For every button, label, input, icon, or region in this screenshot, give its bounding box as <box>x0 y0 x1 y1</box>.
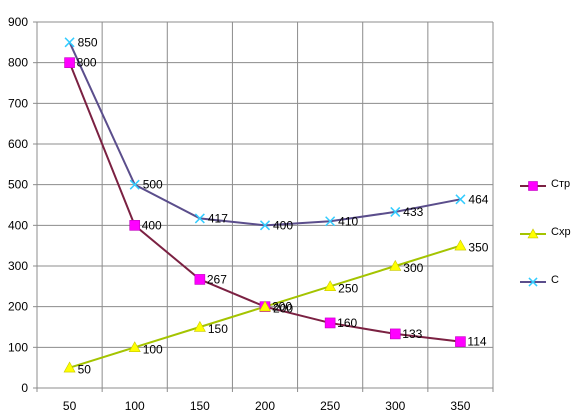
x-tick-label: 300 <box>385 399 405 413</box>
x-marker-stroke <box>129 179 140 190</box>
x-marker-stroke <box>390 206 401 217</box>
data-point <box>455 336 466 347</box>
data-label: 800 <box>77 56 97 70</box>
data-point <box>129 179 140 190</box>
data-label: 100 <box>143 342 163 356</box>
x-marker-stroke <box>259 220 271 231</box>
data-point <box>194 274 206 285</box>
x-tick-label: 200 <box>255 399 275 413</box>
grid-lines <box>37 21 494 388</box>
y-tick-label: 800 <box>8 56 28 70</box>
legend-swatch-0 <box>520 181 546 191</box>
series-line-2 <box>68 41 461 227</box>
data-point <box>390 206 401 217</box>
legend-marker <box>527 228 539 239</box>
x-marker-stroke <box>194 213 205 224</box>
data-label: 410 <box>338 214 358 228</box>
x-tick-label: 50 <box>63 399 77 413</box>
data-label: 200 <box>273 302 293 316</box>
x-tick-label: 100 <box>125 399 145 413</box>
x-tick-label: 250 <box>320 399 340 413</box>
data-point <box>324 280 337 292</box>
y-tick-label: 100 <box>8 340 28 354</box>
data-point <box>194 213 205 224</box>
data-point <box>325 216 336 227</box>
y-tick-label: 900 <box>8 15 28 29</box>
y-tick-label: 500 <box>8 178 28 192</box>
data-label: 350 <box>468 241 488 255</box>
legend-item-1: Схр <box>520 224 580 246</box>
data-label: 114 <box>467 335 486 349</box>
data-label: 400 <box>273 218 293 232</box>
data-label: 267 <box>207 272 227 286</box>
data-label: 433 <box>403 205 423 219</box>
data-point <box>389 259 402 271</box>
legend-item-2: С <box>520 272 580 294</box>
data-label: 400 <box>142 218 162 232</box>
legend-swatch-1 <box>520 228 546 239</box>
series-markers <box>63 37 467 373</box>
series-lines <box>68 41 461 369</box>
y-tick-label: 400 <box>8 218 28 232</box>
data-point <box>128 341 141 353</box>
axes <box>33 21 494 392</box>
data-label: 200 <box>272 300 292 314</box>
data-point <box>454 239 467 251</box>
x-marker-stroke <box>325 216 336 227</box>
data-label: 850 <box>78 35 98 49</box>
data-labels: 8004002672001601331145010015020025030035… <box>77 35 489 376</box>
y-tick-label: 0 <box>21 381 28 395</box>
legend-marker <box>528 277 538 287</box>
data-label: 417 <box>208 211 228 225</box>
data-label: 464 <box>468 192 488 206</box>
data-label: 160 <box>337 316 357 330</box>
x-tick-label: 350 <box>450 399 470 413</box>
data-point <box>64 57 75 68</box>
tick-labels: 0 100 200 300 400 500 600 700 800 900 50 100 150 200 2… <box>8 15 471 413</box>
series-line-0 <box>68 62 461 343</box>
data-point <box>193 320 206 332</box>
x-marker-stroke <box>528 277 538 287</box>
data-point <box>129 220 141 231</box>
y-tick-label: 300 <box>8 259 28 273</box>
data-label: 50 <box>78 363 92 377</box>
data-point <box>64 37 75 48</box>
data-point <box>389 328 401 340</box>
data-point <box>455 194 466 205</box>
x-marker-stroke <box>64 37 75 48</box>
legend-label-1: Схр <box>551 226 571 238</box>
data-point <box>324 317 336 329</box>
legend-item-0: Стр <box>520 176 580 198</box>
legend-label-2: С <box>551 274 559 286</box>
data-point <box>258 300 272 312</box>
data-label: 500 <box>143 178 163 192</box>
legend: Стр Схр С <box>520 176 580 294</box>
data-point <box>63 361 76 373</box>
x-tick-label: 150 <box>190 399 210 413</box>
data-point <box>259 220 271 231</box>
y-tick-label: 600 <box>8 137 28 151</box>
x-marker-stroke <box>455 194 466 205</box>
data-label: 250 <box>338 281 358 295</box>
legend-marker <box>528 181 538 191</box>
data-label: 300 <box>403 261 423 275</box>
data-label: 133 <box>402 327 422 341</box>
data-label: 150 <box>208 322 228 336</box>
legend-label-0: Стр <box>551 178 571 190</box>
legend-swatch-2 <box>520 277 546 287</box>
y-tick-label: 700 <box>8 96 28 110</box>
y-tick-label: 200 <box>8 300 28 314</box>
